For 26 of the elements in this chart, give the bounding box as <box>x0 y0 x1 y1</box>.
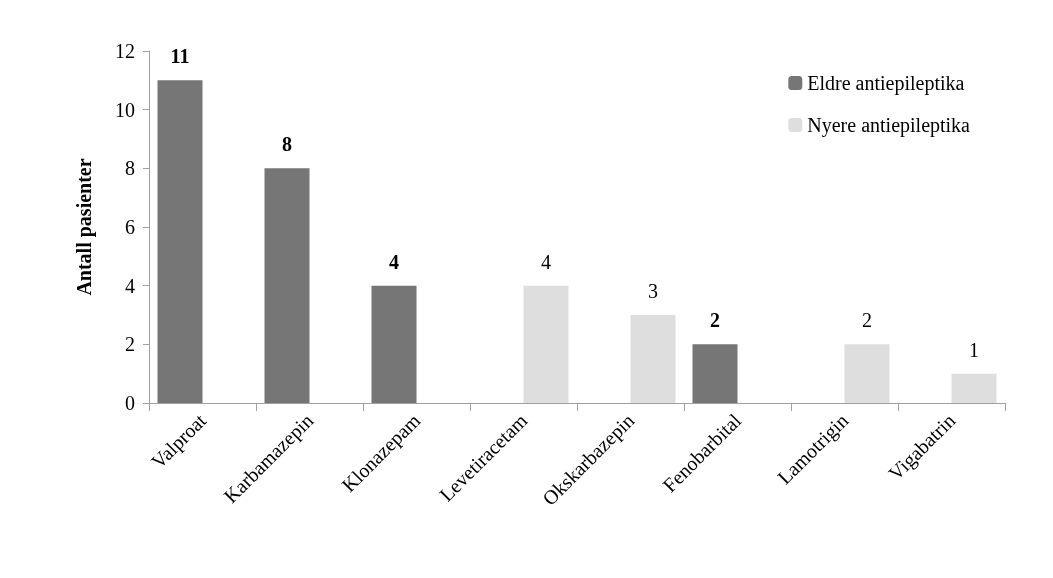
y-tick-label: 12 <box>115 40 135 62</box>
data-label: 8 <box>282 133 292 156</box>
data-label: 1 <box>969 338 979 361</box>
bar <box>523 285 569 403</box>
bar <box>844 344 890 403</box>
bar <box>264 168 310 403</box>
y-tick-label: 4 <box>125 274 135 297</box>
y-tick-label: 6 <box>125 216 135 238</box>
data-label: 3 <box>648 280 658 302</box>
data-label: 4 <box>389 250 399 273</box>
data-label: 2 <box>710 309 720 332</box>
data-label: 11 <box>170 45 190 68</box>
y-tick-label: 8 <box>125 157 135 180</box>
bar <box>630 315 676 403</box>
bar <box>692 344 738 403</box>
y-tick-label: 0 <box>125 392 135 414</box>
y-tick-label: 10 <box>115 98 135 121</box>
legend-label: Nyere antiepileptika <box>807 114 971 137</box>
y-axis-title: Antall pasienter <box>73 158 96 296</box>
bar <box>157 80 203 403</box>
bar <box>951 373 997 403</box>
data-label: 2 <box>862 309 872 332</box>
bar <box>371 285 417 403</box>
legend-label: Eldre antiepileptika <box>807 72 965 95</box>
data-label: 4 <box>541 250 551 273</box>
y-tick-label: 2 <box>125 333 135 356</box>
